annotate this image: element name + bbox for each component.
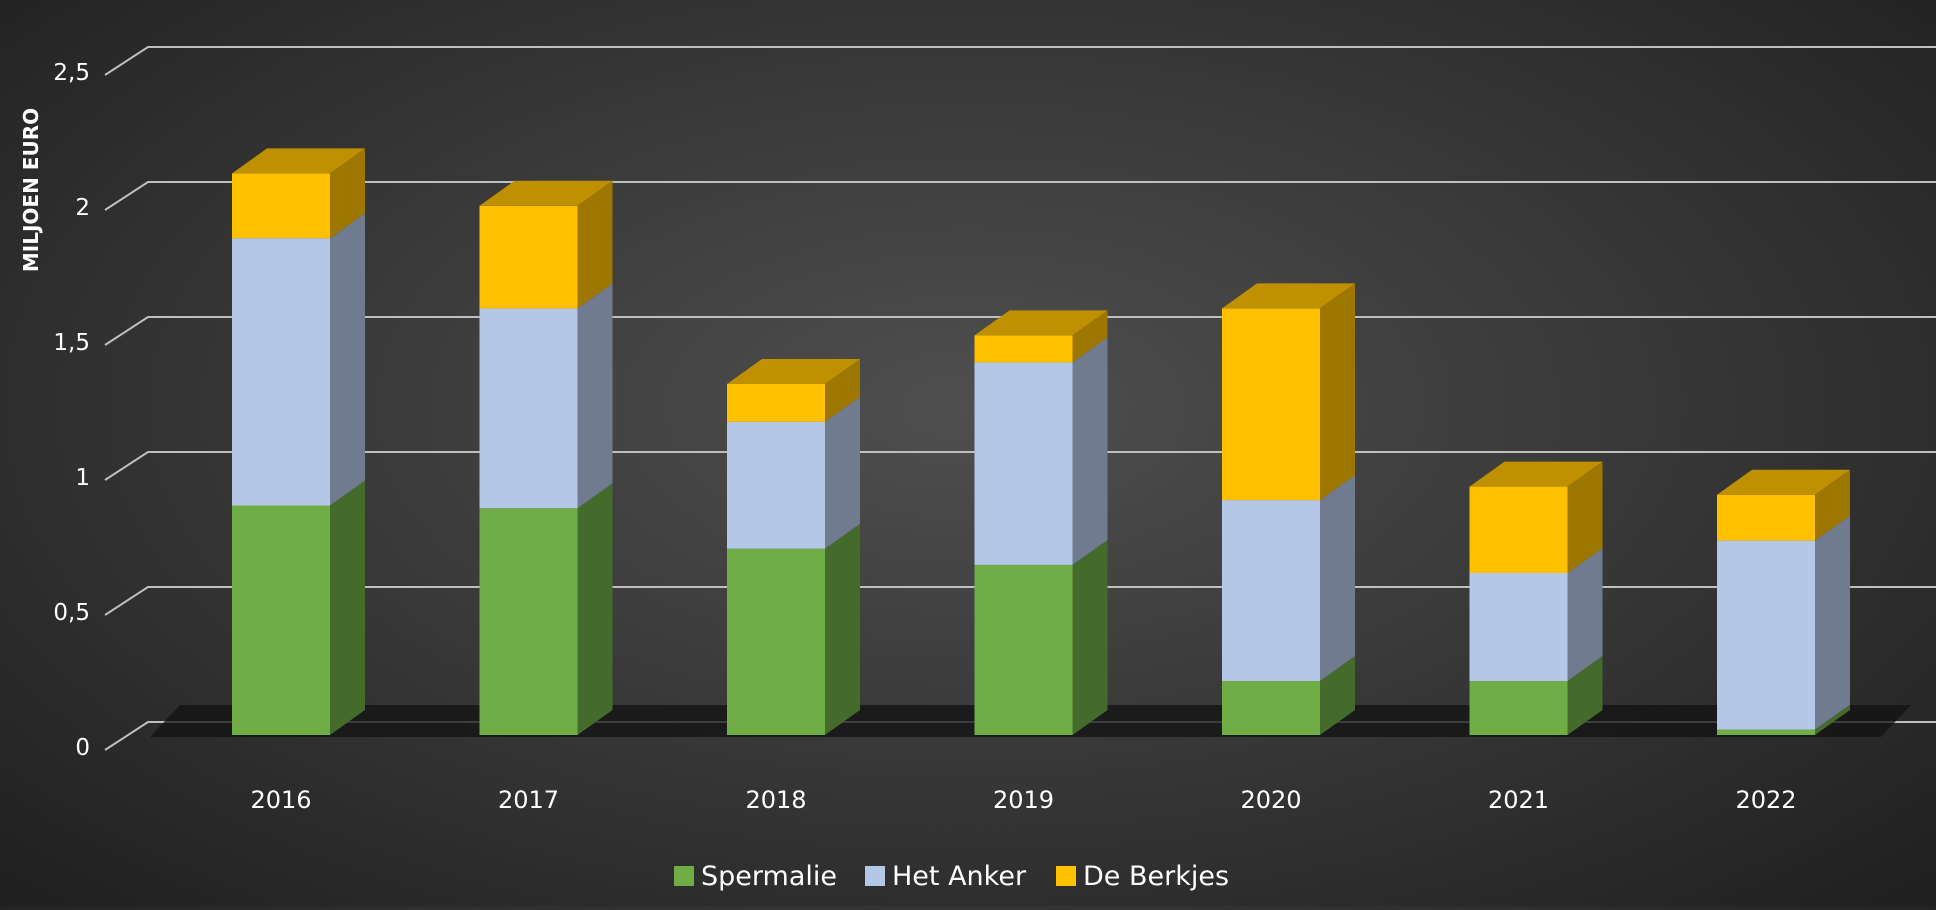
bar-segment-de-berkjes — [232, 148, 365, 239]
bar-segment-spermalie — [1717, 704, 1850, 735]
bar-segment-het-anker — [232, 213, 365, 506]
legend-item: De Berkjes — [1056, 861, 1229, 892]
bar-segment-de-berkjes — [1469, 461, 1603, 573]
x-tick-label: 2017 — [498, 786, 559, 814]
bar-segment-de-berkjes — [974, 310, 1108, 363]
legend-swatch — [1056, 866, 1076, 886]
y-tick-label: 1 — [75, 465, 90, 491]
y-axis-ticks: 0 0,5 1 1,5 2 2,5 — [53, 60, 90, 761]
bar-segment-spermalie — [1469, 656, 1603, 735]
bar-segment-het-anker — [974, 337, 1108, 565]
bar-segment-spermalie — [479, 483, 613, 735]
bar-segment-het-anker — [479, 283, 613, 509]
bar-segment-de-berkjes — [1717, 469, 1850, 541]
legend-label: De Berkjes — [1083, 861, 1229, 892]
x-axis-ticks: 2016 2017 2018 2019 2020 2021 2022 — [250, 786, 1796, 814]
legend-item: Spermalie — [674, 861, 837, 892]
y-tick-label: 2,5 — [53, 60, 90, 86]
x-tick-label: 2019 — [993, 786, 1054, 814]
legend-swatch — [674, 866, 694, 886]
legend-label: Spermalie — [701, 861, 837, 892]
gridline — [104, 181, 1936, 211]
bar-segment-spermalie — [727, 523, 860, 735]
x-tick-label: 2020 — [1240, 786, 1301, 814]
x-tick-label: 2022 — [1735, 786, 1796, 814]
y-tick-label: 1,5 — [53, 330, 90, 356]
x-tick-label: 2021 — [1488, 786, 1549, 814]
bars — [232, 148, 1850, 735]
bar-segment-het-anker — [727, 396, 860, 549]
y-tick-label: 0,5 — [53, 600, 90, 626]
bar-segment-spermalie — [974, 539, 1108, 735]
bar-segment-het-anker — [1717, 515, 1850, 730]
y-tick-label: 2 — [75, 195, 90, 221]
bar-segment-spermalie — [232, 480, 365, 735]
gridline — [104, 46, 1936, 76]
legend-item: Het Anker — [865, 861, 1027, 892]
legend-swatch — [865, 866, 885, 886]
x-tick-label: 2018 — [745, 786, 806, 814]
bar-segment-de-berkjes — [479, 180, 613, 309]
bar-segment-spermalie — [1222, 656, 1355, 735]
bar-segment-de-berkjes — [1222, 283, 1355, 501]
bar-segment-de-berkjes — [727, 359, 860, 422]
y-axis-label: MILJOEN EURO — [19, 108, 43, 272]
legend-label: Het Anker — [892, 861, 1027, 892]
bar-segment-het-anker — [1222, 475, 1355, 681]
legend: Spermalie Het Anker De Berkjes — [674, 861, 1229, 892]
y-tick-label: 0 — [75, 735, 90, 761]
x-tick-label: 2016 — [250, 786, 311, 814]
bar-segment-het-anker — [1469, 548, 1603, 681]
